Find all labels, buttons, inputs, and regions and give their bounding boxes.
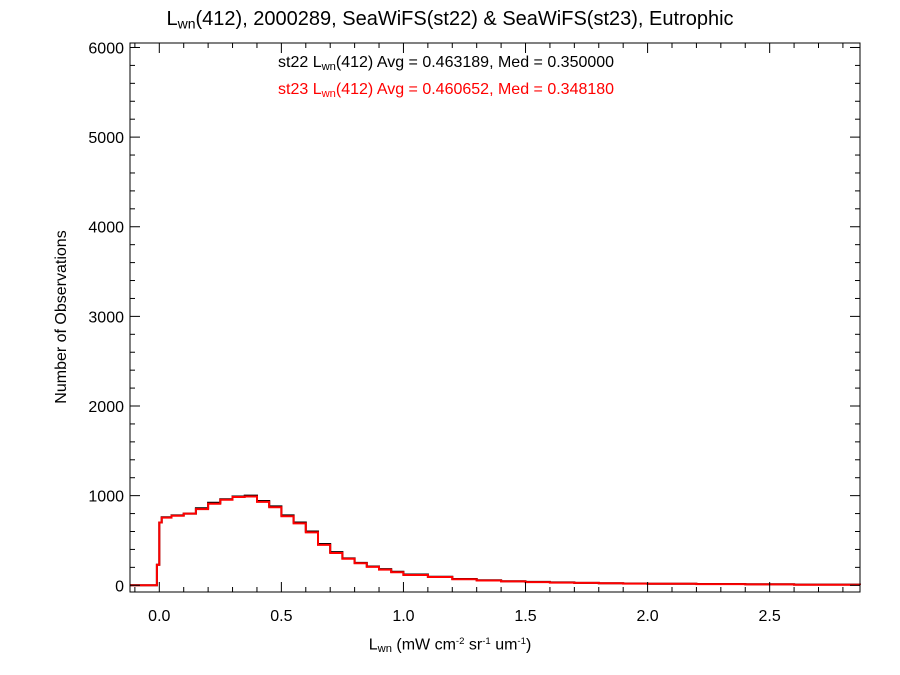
title-rest: (412), 2000289, SeaWiFS(st22) & SeaWiFS(…	[195, 8, 734, 30]
annotation-st22-sub: wn	[321, 60, 336, 73]
annotation-st23-pre: st23 L	[278, 81, 322, 98]
xlabel-sup3: -1	[517, 636, 526, 647]
y-tick-label: 1000	[88, 489, 124, 506]
x-tick-label: 0.5	[270, 608, 292, 625]
y-tick-label: 5000	[88, 130, 124, 147]
y-tick-label: 4000	[88, 220, 124, 237]
x-tick-label: 2.0	[636, 608, 658, 625]
xlabel-sup2: -1	[482, 636, 491, 647]
annotation-st22: st22 Lwn(412) Avg = 0.463189, Med = 0.35…	[278, 54, 614, 73]
xlabel-p2: sr	[464, 636, 483, 654]
xlabel-p1: (mW cm	[391, 636, 456, 654]
y-tick-label: 6000	[88, 40, 124, 57]
annotation-st22-post: (412) Avg = 0.463189, Med = 0.350000	[335, 54, 615, 71]
chart-title: Lwn(412), 2000289, SeaWiFS(st22) & SeaWi…	[0, 8, 900, 32]
title-lead: L	[166, 8, 178, 30]
x-tick-label: 1.0	[392, 608, 414, 625]
annotation-st23-sub: wn	[321, 87, 336, 100]
tick-layer: 0.0 0.5 1.0 1.5 2.0 2.5 0 1000 2000 3000 4000 5000 6…	[88, 40, 860, 625]
y-tick-label: 3000	[88, 309, 124, 326]
annotation-st22-pre: st22 L	[278, 54, 322, 71]
xlabel-sub: wn	[377, 643, 392, 656]
annotation-st23-post: (412) Avg = 0.460652, Med = 0.348180	[335, 81, 615, 98]
x-tick-label: 1.5	[514, 608, 536, 625]
plot-frame	[129, 42, 861, 593]
x-tick-label: 2.5	[759, 608, 781, 625]
y-tick-label: 0	[115, 578, 124, 595]
xlabel-p4: )	[525, 636, 532, 654]
y-axis-label: Number of Observations	[53, 230, 70, 404]
series-st22-line	[130, 494, 861, 587]
series-st23-line	[130, 495, 861, 587]
xlabel-sup1: -2	[455, 636, 465, 647]
title-sub: wn	[177, 15, 196, 32]
y-tick-label: 2000	[88, 399, 124, 416]
x-axis-label: Lwn (mW cm-2 sr-1 um-1)	[0, 636, 900, 655]
data-layer	[130, 494, 861, 587]
xlabel-lead: L	[368, 636, 378, 654]
x-tick-label: 0.0	[148, 608, 170, 625]
annotation-st23: st23 Lwn(412) Avg = 0.460652, Med = 0.34…	[278, 81, 614, 100]
xlabel-p3: um	[490, 636, 518, 654]
